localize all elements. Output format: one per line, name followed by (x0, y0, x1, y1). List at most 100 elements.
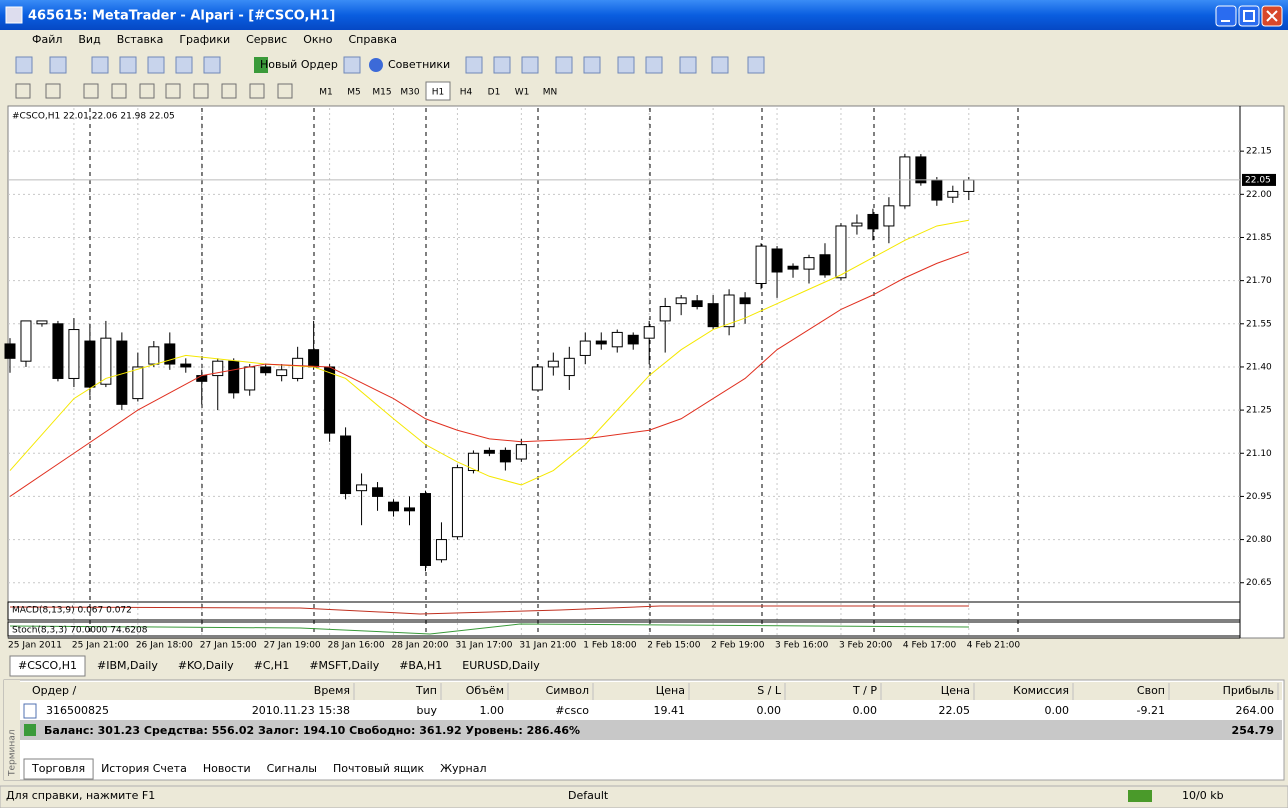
toolbar-icon[interactable] (555, 56, 573, 74)
timeframe-button[interactable]: H4 (460, 88, 473, 98)
toolbar-icon[interactable] (175, 56, 193, 74)
chart-tab[interactable]: #IBM,Daily (97, 659, 158, 672)
timeframe-button[interactable]: M30 (400, 88, 419, 98)
new-order-icon[interactable] (254, 57, 268, 73)
column-header[interactable]: S / L (757, 684, 782, 697)
drawing-tool[interactable] (277, 83, 293, 99)
toolbar-icon[interactable] (343, 56, 361, 74)
chart-tabs-bar (8, 656, 1284, 676)
drawing-tool[interactable] (221, 83, 237, 99)
terminal-tab[interactable]: Журнал (440, 762, 486, 775)
chart-tab[interactable]: #BA,H1 (399, 659, 442, 672)
window-title: 465615: MetaTrader - Alpari - [#CSCO,H1] (28, 9, 335, 24)
stoch-line (9, 623, 970, 635)
chart-tab[interactable]: #MSFT,Daily (309, 659, 379, 672)
drawing-tool[interactable] (165, 83, 181, 99)
new-order-button[interactable]: Новый Ордер (260, 58, 338, 71)
terminal-tab[interactable]: Почтовый ящик (333, 762, 425, 775)
order-cell[interactable]: 1.00 (480, 704, 505, 717)
column-header[interactable]: Символ (546, 684, 589, 697)
experts-icon[interactable] (369, 58, 383, 72)
x-tick-label: 31 Jan 17:00 (455, 641, 512, 651)
order-cell[interactable]: 0.00 (1045, 704, 1070, 717)
timeframe-button[interactable]: H1 (432, 88, 445, 98)
column-header[interactable]: Цена (656, 684, 685, 697)
terminal-summary-row (20, 720, 1282, 740)
terminal-tab[interactable]: Торговля (31, 762, 85, 775)
toolbar-icon[interactable] (203, 56, 221, 74)
menu-bar (0, 30, 1288, 50)
drawing-tool[interactable] (193, 83, 209, 99)
drawing-tool[interactable] (45, 83, 61, 99)
column-header[interactable]: Тип (415, 684, 437, 697)
column-header[interactable]: T / P (852, 684, 877, 697)
column-header[interactable]: Время (314, 684, 350, 697)
experts-button[interactable]: Советники (388, 58, 450, 71)
chart-tab[interactable]: EURUSD,Daily (462, 659, 540, 672)
candle-body (883, 205, 895, 227)
column-header[interactable]: Прибыль (1223, 684, 1274, 697)
drawing-tool[interactable] (15, 83, 31, 99)
timeframe-button[interactable]: W1 (515, 88, 530, 98)
column-header[interactable]: Цена (941, 684, 970, 697)
toolbar-icon[interactable] (147, 56, 165, 74)
candle-body (659, 306, 671, 322)
timeframe-button[interactable]: M1 (319, 88, 333, 98)
toolbar-icon[interactable] (645, 56, 663, 74)
chart-tab[interactable]: #KO,Daily (178, 659, 234, 672)
maximize-button[interactable] (1238, 5, 1260, 27)
toolbar-icon[interactable] (465, 56, 483, 74)
toolbar-icon[interactable] (711, 56, 729, 74)
column-header[interactable]: Комиссия (1013, 684, 1069, 697)
minimize-button[interactable] (1215, 5, 1237, 27)
column-header[interactable]: Своп (1137, 684, 1165, 697)
toolbar-icon[interactable] (493, 56, 511, 74)
timeframe-button[interactable]: D1 (488, 88, 501, 98)
order-cell[interactable]: #csco (555, 704, 589, 717)
timeframe-button[interactable]: M15 (372, 88, 391, 98)
column-header[interactable]: Ордер / (32, 684, 76, 697)
order-cell[interactable]: 264.00 (1236, 704, 1275, 717)
menu-item[interactable]: Вид (78, 33, 101, 46)
order-cell[interactable]: 2010.11.23 15:38 (252, 704, 350, 717)
order-cell[interactable]: 22.05 (939, 704, 971, 717)
order-cell[interactable]: 0.00 (853, 704, 878, 717)
terminal-tab[interactable]: Новости (203, 762, 251, 775)
terminal-tab[interactable]: Сигналы (267, 762, 317, 775)
menu-item[interactable]: Сервис (246, 33, 287, 46)
toolbar-icon[interactable] (15, 56, 33, 74)
menu-item[interactable]: Графики (179, 33, 230, 46)
chart-tab[interactable]: #CSCO,H1 (18, 659, 77, 672)
order-cell[interactable]: buy (417, 704, 438, 717)
drawing-tool[interactable] (83, 83, 99, 99)
drawing-tool[interactable] (111, 83, 127, 99)
x-tick-label: 27 Jan 15:00 (200, 641, 257, 651)
order-cell[interactable]: 316500825 (46, 704, 109, 717)
toolbar-icon[interactable] (91, 56, 109, 74)
menu-item[interactable]: Окно (303, 33, 332, 46)
candle-body (419, 493, 431, 566)
toolbar-icon[interactable] (747, 56, 765, 74)
chart-tab[interactable]: #C,H1 (254, 659, 290, 672)
menu-item[interactable]: Вставка (117, 33, 164, 46)
stoch-panel (7, 621, 1241, 637)
drawing-tool[interactable] (139, 83, 155, 99)
toolbar-icon[interactable] (49, 56, 67, 74)
toolbar-icon[interactable] (119, 56, 137, 74)
drawing-tool[interactable] (249, 83, 265, 99)
timeframe-button[interactable]: MN (543, 88, 558, 98)
toolbar-icon[interactable] (679, 56, 697, 74)
timeframe-button[interactable]: M5 (347, 88, 361, 98)
column-header[interactable]: Объём (466, 684, 504, 697)
menu-item[interactable]: Файл (32, 33, 62, 46)
order-cell[interactable]: 19.41 (654, 704, 686, 717)
terminal-tab[interactable]: История Счета (101, 762, 187, 775)
summary-profit: 254.79 (1232, 724, 1274, 737)
toolbar-icon[interactable] (617, 56, 635, 74)
toolbar-icon[interactable] (583, 56, 601, 74)
order-cell[interactable]: 0.00 (757, 704, 782, 717)
menu-item[interactable]: Справка (348, 33, 396, 46)
order-cell[interactable]: -9.21 (1137, 704, 1165, 717)
toolbar-icon[interactable] (521, 56, 539, 74)
